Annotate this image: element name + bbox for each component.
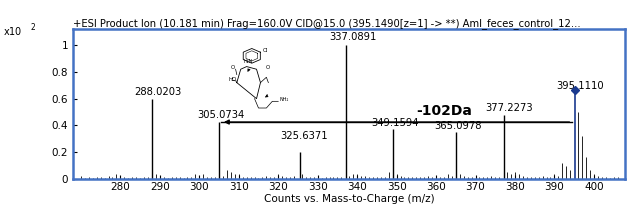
Text: +ESI Product Ion (10.181 min) Frag=160.0V CID@15.0 (395.1490[z=1] -> **) Aml_fec: +ESI Product Ion (10.181 min) Frag=160.0… <box>73 18 580 29</box>
Text: O: O <box>231 65 235 70</box>
Text: $\mathsf{2}$: $\mathsf{2}$ <box>30 21 36 32</box>
Text: 365.0978: 365.0978 <box>434 121 481 131</box>
Text: 377.2273: 377.2273 <box>485 103 533 113</box>
Text: 325.6371: 325.6371 <box>280 131 328 141</box>
X-axis label: Counts vs. Mass-to-Charge (m/z): Counts vs. Mass-to-Charge (m/z) <box>264 194 434 204</box>
Text: $\mathsf{x10}$: $\mathsf{x10}$ <box>3 25 23 37</box>
Text: H₂N: H₂N <box>244 59 253 64</box>
Text: 395.1110: 395.1110 <box>556 81 604 91</box>
Text: 288.0203: 288.0203 <box>134 87 182 97</box>
Text: 349.1594: 349.1594 <box>371 118 418 128</box>
Text: HO: HO <box>229 77 237 82</box>
Text: 337.0891: 337.0891 <box>330 32 377 42</box>
Text: NH₂: NH₂ <box>279 98 288 103</box>
Text: -102Da: -102Da <box>416 104 472 118</box>
Text: 305.0734: 305.0734 <box>197 110 244 120</box>
Text: Cl: Cl <box>263 48 268 53</box>
Text: O: O <box>266 65 271 70</box>
